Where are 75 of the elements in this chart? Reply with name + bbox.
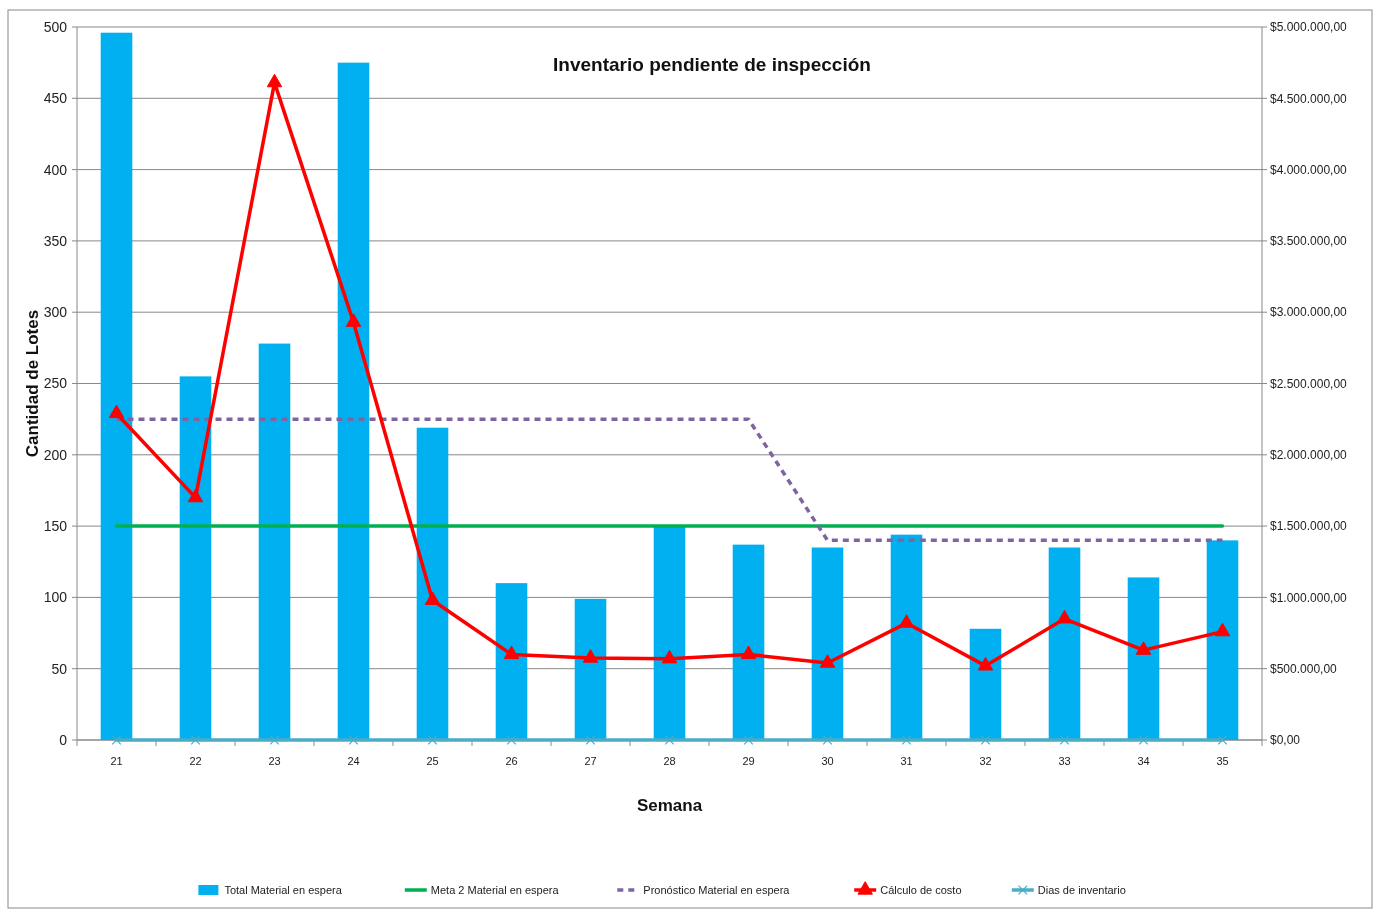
y2-tick-label: $2.000.000,00 [1270, 448, 1348, 462]
point [503, 645, 520, 660]
x-tick-label: 25 [426, 755, 439, 767]
bar [653, 526, 686, 740]
y2-tick-label: $0,00 [1270, 733, 1301, 748]
y-tick-label: 400 [43, 161, 68, 178]
y-tick-label: 250 [43, 375, 68, 392]
x-tick-label: 30 [821, 755, 834, 767]
point [1135, 641, 1152, 655]
legend-label: Dias de inventario [1037, 883, 1126, 896]
y2-tick-label: $5.000.000,00 [1270, 20, 1348, 35]
y2-tick-label: $1.000.000,00 [1270, 590, 1348, 605]
bar [969, 628, 1002, 740]
x-tick-label: 27 [584, 755, 597, 767]
y2-tick-label: $4.500.000,00 [1270, 91, 1348, 106]
bar [100, 32, 133, 740]
bar [1048, 547, 1081, 740]
point [266, 73, 283, 88]
x-tick-label: 32 [979, 755, 992, 767]
bar [811, 547, 844, 740]
bar [1206, 540, 1239, 740]
text: Inventario pendiente de inspección [553, 54, 871, 75]
x-tick-label: 21 [110, 755, 123, 767]
bar [574, 598, 607, 740]
y-tick-label: 150 [43, 518, 68, 534]
y-tick-label: 100 [43, 589, 68, 606]
point [740, 645, 757, 660]
point [187, 488, 204, 503]
x-tick-label: 29 [742, 755, 755, 767]
bar [416, 427, 449, 740]
y2-tick-label: $1.500.000,00 [1270, 519, 1348, 534]
legend-label: Cálculo de costo [880, 883, 962, 896]
bar [495, 583, 528, 740]
y2-tick-label: $500.000,00 [1270, 661, 1338, 676]
y2-tick-label: $2.500.000,00 [1270, 376, 1348, 391]
x-tick-label: 34 [1137, 755, 1150, 767]
y-tick-label: 0 [59, 731, 68, 748]
x-tick-label: 35 [1216, 755, 1229, 767]
y2-tick-label: $3.000.000,00 [1270, 305, 1348, 320]
point [1214, 622, 1231, 637]
point [977, 657, 994, 671]
x-tick-label: 33 [1058, 755, 1071, 767]
point [1056, 609, 1073, 624]
y-tick-label: 200 [43, 446, 68, 463]
x-axis-title: Semana [636, 796, 703, 815]
y-tick-label: 350 [43, 232, 68, 249]
y2-tick-label: $4.000.000,00 [1270, 162, 1348, 177]
bar [258, 343, 291, 740]
point [661, 649, 678, 664]
y2-tick-label: $3.500.000,00 [1270, 234, 1348, 249]
point [898, 614, 915, 628]
y-tick-label: 450 [43, 90, 68, 107]
point [424, 591, 441, 605]
point [108, 404, 125, 419]
bar [1127, 577, 1160, 740]
y-tick-label: 300 [43, 304, 68, 321]
x-tick-label: 23 [268, 755, 281, 767]
bar [890, 534, 923, 740]
point [582, 649, 599, 663]
bar [179, 376, 212, 740]
point [345, 313, 362, 327]
x-tick-label: 28 [663, 755, 676, 767]
bar [732, 544, 765, 740]
legend-label: Meta 2 Material en espera [430, 883, 560, 896]
x-tick-label: 22 [189, 755, 202, 767]
x-tick-label: 26 [505, 755, 518, 767]
y-tick-label: 50 [51, 660, 68, 677]
y-tick-label: 500 [43, 18, 68, 35]
legend-label: Pronóstico Material en espera [643, 883, 791, 896]
x-tick-label: 24 [347, 755, 360, 767]
point [819, 654, 836, 668]
y-axis-title: Cantidad de Lotes [23, 309, 42, 458]
bar [337, 62, 370, 740]
legend-label: Total Material en espera [224, 883, 343, 896]
x-tick-label: 31 [900, 755, 913, 767]
